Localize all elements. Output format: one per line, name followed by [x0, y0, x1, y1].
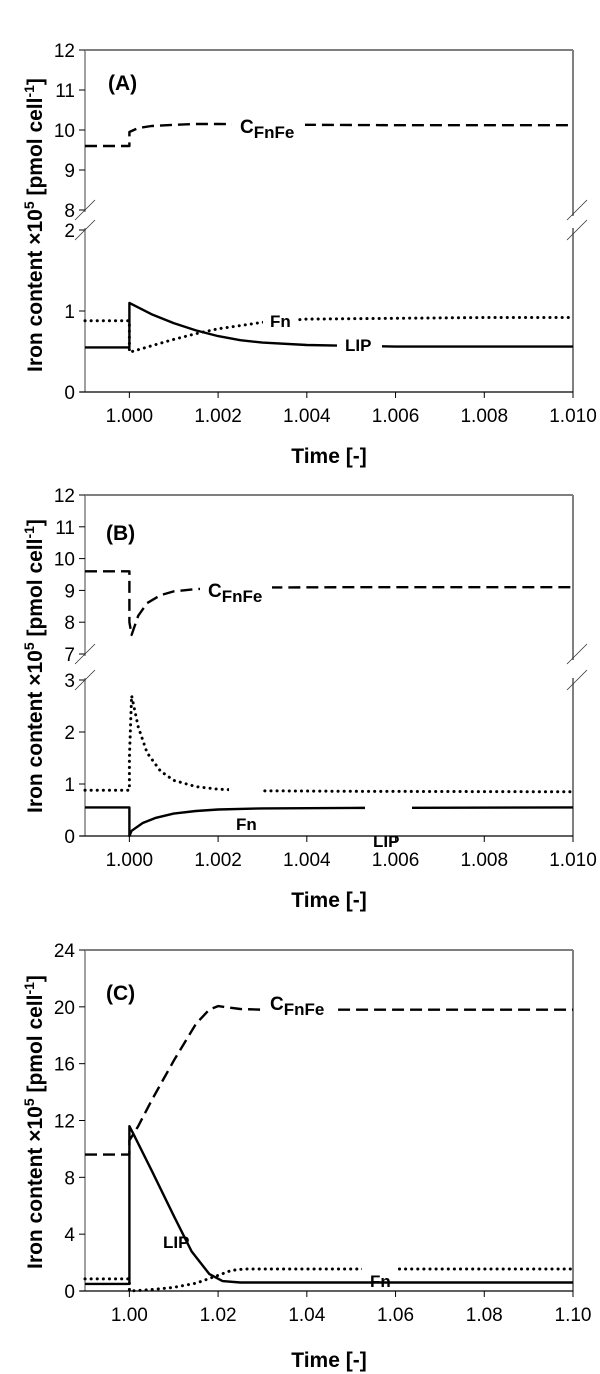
y-tick-label: 12 — [54, 41, 75, 62]
y-tick-label: 8 — [64, 1168, 75, 1189]
y-axis-title: Iron content ×105 [pmol cell-1] — [21, 519, 47, 813]
chart-c-svg: Iron content ×105 [pmol cell-1] (C) Time… — [21, 941, 592, 1372]
series-label-cfnfe: CFnFe — [270, 994, 324, 1019]
y-tick-label: 12 — [54, 486, 75, 507]
x-tick-label: 1.002 — [194, 850, 242, 871]
y-tick-label: 9 — [64, 161, 75, 182]
x-tick-label: 1.02 — [200, 1305, 237, 1326]
series-label-fn: Fn — [270, 312, 291, 331]
series-label-fn: Fn — [370, 1272, 391, 1291]
axis-break-left — [74, 199, 96, 221]
series-line-fn — [83, 1267, 575, 1293]
x-tick-label: 1.10 — [555, 1305, 592, 1326]
panel-label: (A) — [108, 72, 137, 95]
y-tick-label: 4 — [64, 1225, 75, 1246]
series-label-lip: LIP — [373, 832, 399, 851]
chart-b-svg: Iron content ×105 [pmol cell-1] (B) Time… — [21, 486, 597, 912]
x-tick-label: 1.004 — [283, 850, 331, 871]
y-tick-label: 2 — [64, 221, 75, 242]
chart-panel-b: Iron content ×105 [pmol cell-1] (B) Time… — [0, 470, 600, 930]
series-label-lip: LIP — [345, 336, 371, 355]
axis-break-left — [74, 669, 96, 691]
y-tick-label: 0 — [64, 827, 75, 848]
chart-panel-a: Iron content ×105 [pmol cell-1] (A) Time… — [0, 0, 600, 470]
x-tick-label: 1.04 — [288, 1305, 325, 1326]
axis-break-right — [566, 643, 588, 665]
y-tick-label: 11 — [55, 81, 75, 102]
chart-a-svg: Iron content ×105 [pmol cell-1] (A) Time… — [21, 41, 597, 468]
series-line-cfnfe — [85, 122, 573, 148]
x-tick-label: 1.06 — [377, 1305, 414, 1326]
x-axis-title: Time [-] — [291, 445, 366, 468]
y-axis-title: Iron content ×105 [pmol cell-1] — [21, 78, 47, 372]
y-tick-label: 1 — [64, 775, 75, 796]
x-tick-label: 1.004 — [283, 406, 331, 427]
y-tick-label: 24 — [54, 941, 76, 962]
panel-label: (B) — [106, 522, 135, 545]
y-tick-label: 3 — [64, 671, 75, 692]
axis-break-right — [566, 219, 588, 241]
series-line-lip — [85, 1125, 573, 1286]
plot-area: 1.000 1.002 1.004 1.006 1.008 1.0108910111201… — [54, 41, 597, 427]
y-tick-label: 0 — [64, 1282, 75, 1303]
x-tick-label: 1.00 — [111, 1305, 148, 1326]
y-tick-label: 8 — [64, 201, 75, 222]
x-tick-label: 1.010 — [549, 406, 597, 427]
y-tick-label: 7 — [64, 645, 75, 666]
x-tick-label: 1.006 — [372, 406, 420, 427]
axis-break-right — [566, 199, 588, 221]
series-label-fn: Fn — [236, 815, 257, 834]
y-tick-label: 16 — [54, 1055, 75, 1076]
chart-panel-c: Iron content ×105 [pmol cell-1] (C) Time… — [0, 930, 600, 1374]
series-line-cfnfe — [85, 570, 573, 637]
y-tick-label: 8 — [64, 613, 75, 634]
y-tick-label: 0 — [64, 383, 75, 404]
x-tick-label: 1.000 — [106, 406, 154, 427]
series-line-lip — [85, 301, 573, 349]
panel-label: (C) — [106, 982, 135, 1005]
plot-area: 1.00 1.02 1.04 1.06 1.08 1.10 0 4 8 12 16 20 24 CFnFe… — [54, 941, 592, 1326]
axis-break-left — [74, 219, 96, 241]
plot-area: 1.000 1.002 1.004 1.006 1.008 1.0107891011120… — [54, 486, 597, 871]
y-axis-title: Iron content ×105 [pmol cell-1] — [21, 975, 47, 1269]
y-tick-label: 10 — [54, 550, 75, 571]
x-axis-title: Time [-] — [291, 889, 366, 912]
axis-break-right — [566, 669, 588, 691]
y-tick-label: 2 — [64, 723, 75, 744]
y-tick-label: 1 — [64, 302, 75, 323]
series-label-lip: LIP — [163, 1233, 189, 1252]
series-line-lip — [85, 806, 574, 838]
y-tick-label: 11 — [55, 518, 75, 539]
x-tick-label: 1.008 — [460, 406, 508, 427]
x-tick-label: 1.008 — [460, 850, 508, 871]
x-tick-label: 1.000 — [106, 850, 154, 871]
series-line-fn — [83, 694, 575, 794]
x-tick-label: 1.006 — [372, 850, 420, 871]
series-label-cfnfe: CFnFe — [240, 117, 294, 142]
y-tick-label: 9 — [64, 581, 75, 602]
series-label-cfnfe: CFnFe — [208, 581, 262, 606]
y-tick-label: 12 — [54, 1112, 75, 1133]
axis-break-left — [74, 643, 96, 665]
x-tick-label: 1.08 — [466, 1305, 503, 1326]
x-tick-label: 1.002 — [194, 406, 242, 427]
x-axis-title: Time [-] — [291, 1349, 366, 1372]
x-tick-label: 1.010 — [549, 850, 597, 871]
y-tick-label: 10 — [54, 121, 75, 142]
series-line-cfnfe — [85, 1004, 573, 1156]
y-tick-label: 20 — [54, 998, 75, 1019]
